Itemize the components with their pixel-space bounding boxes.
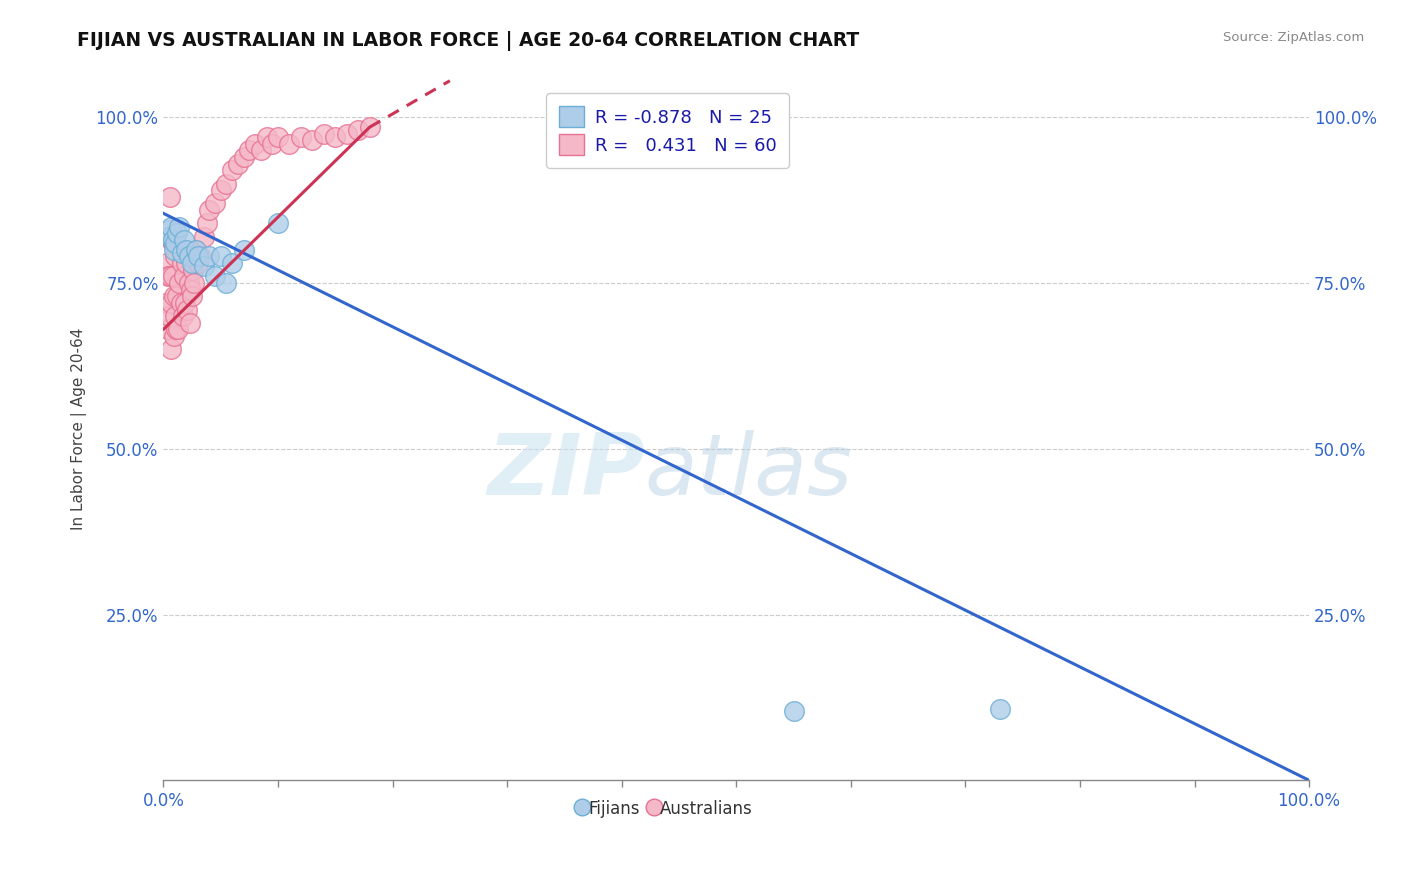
Point	[169, 276, 191, 290]
Point	[160, 219, 183, 234]
Point	[336, 127, 359, 141]
Point	[163, 250, 186, 264]
Point	[166, 227, 188, 241]
Point	[157, 229, 180, 244]
Point	[290, 130, 312, 145]
Point	[165, 322, 187, 336]
Point	[215, 276, 238, 290]
Point	[184, 243, 207, 257]
Point	[176, 243, 198, 257]
Point	[163, 329, 186, 343]
Point	[226, 156, 249, 170]
Point	[173, 269, 195, 284]
Point	[157, 223, 180, 237]
Point	[183, 276, 205, 290]
Point	[256, 130, 278, 145]
Point	[179, 316, 201, 330]
Point	[221, 163, 243, 178]
Point	[163, 236, 186, 251]
Point	[173, 233, 195, 247]
Point	[156, 229, 179, 244]
Point	[198, 202, 221, 217]
Text: atlas: atlas	[644, 430, 852, 513]
Point	[232, 243, 254, 257]
Point	[156, 256, 179, 270]
Point	[187, 250, 209, 264]
Point	[209, 250, 232, 264]
Y-axis label: In Labor Force | Age 20-64: In Labor Force | Age 20-64	[72, 327, 87, 530]
Point	[347, 123, 370, 137]
Point	[162, 236, 184, 251]
Point	[181, 256, 204, 270]
Point	[170, 256, 193, 270]
Point	[157, 322, 180, 336]
Point	[159, 229, 181, 244]
Point	[166, 289, 188, 303]
Point	[163, 243, 186, 257]
Point	[323, 130, 346, 145]
Point	[243, 136, 266, 151]
Point	[176, 302, 198, 317]
Point	[195, 216, 218, 230]
Point	[267, 216, 290, 230]
Point	[193, 229, 215, 244]
Point	[198, 250, 221, 264]
Point	[172, 309, 194, 323]
Point	[162, 233, 184, 247]
Point	[238, 144, 260, 158]
Point	[174, 296, 197, 310]
Point	[167, 322, 190, 336]
Point	[988, 702, 1011, 716]
Text: FIJIAN VS AUSTRALIAN IN LABOR FORCE | AGE 20-64 CORRELATION CHART: FIJIAN VS AUSTRALIAN IN LABOR FORCE | AG…	[77, 31, 859, 51]
Point	[162, 269, 184, 284]
Point	[232, 150, 254, 164]
Point	[278, 136, 301, 151]
Point	[169, 296, 191, 310]
Point	[267, 130, 290, 145]
Point	[155, 296, 177, 310]
Point	[159, 269, 181, 284]
Point	[262, 136, 284, 151]
Point	[170, 246, 193, 260]
Text: ZIP: ZIP	[486, 430, 644, 513]
Point	[176, 256, 198, 270]
Point	[177, 250, 200, 264]
Point	[312, 127, 335, 141]
Point	[180, 283, 202, 297]
Point	[163, 309, 186, 323]
Point	[187, 256, 209, 270]
Point	[160, 296, 183, 310]
Point	[782, 704, 804, 718]
Point	[204, 196, 226, 211]
Point	[221, 256, 243, 270]
Point	[184, 243, 207, 257]
Text: Source: ZipAtlas.com: Source: ZipAtlas.com	[1223, 31, 1364, 45]
Point	[250, 144, 273, 158]
Point	[359, 120, 381, 135]
Point	[181, 262, 204, 277]
Point	[177, 276, 200, 290]
Point	[209, 183, 232, 197]
Point	[181, 289, 204, 303]
Point	[215, 177, 238, 191]
Point	[157, 269, 180, 284]
Point	[301, 133, 323, 147]
Point	[188, 250, 211, 264]
Point	[160, 343, 183, 357]
Legend: Fijians, Australians: Fijians, Australians	[575, 793, 759, 825]
Point	[157, 309, 180, 323]
Point	[169, 219, 191, 234]
Point	[163, 289, 186, 303]
Point	[204, 269, 226, 284]
Point	[159, 190, 181, 204]
Point	[193, 260, 215, 274]
